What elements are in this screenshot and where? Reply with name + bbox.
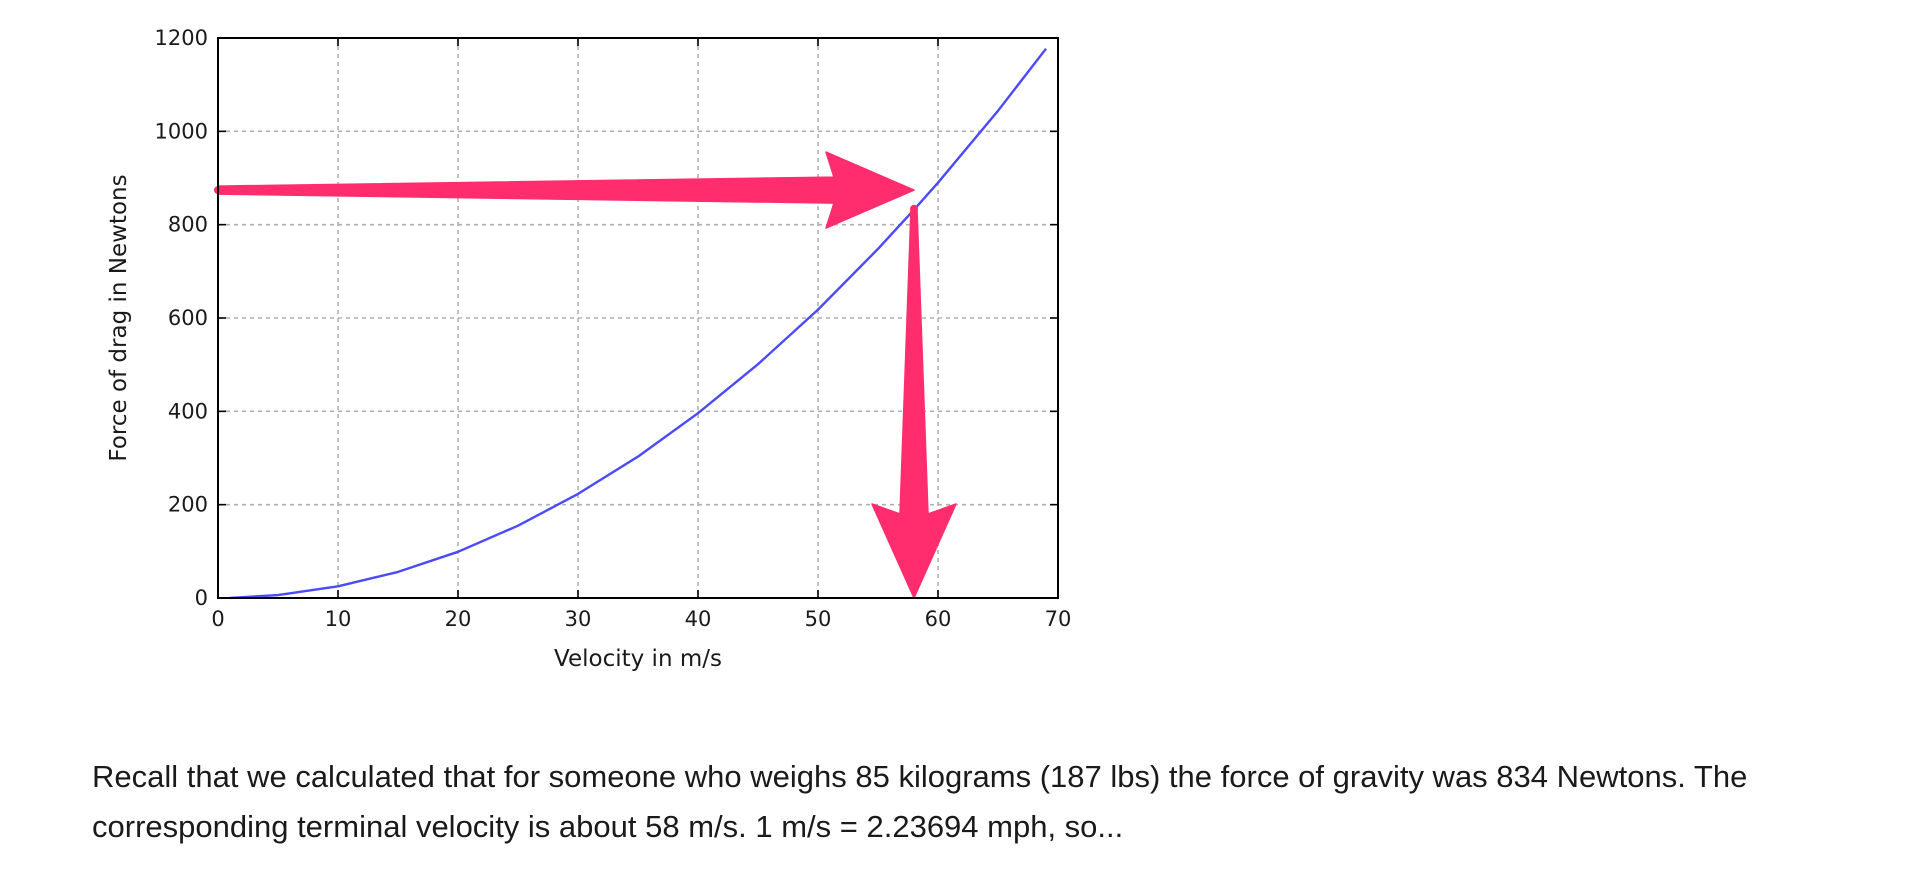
y-tick-label: 200	[168, 493, 208, 517]
x-tick-label: 50	[805, 607, 832, 631]
x-tick-label: 0	[211, 607, 224, 631]
annotation-arrow-0	[217, 151, 915, 229]
caption-paragraph: Recall that we calculated that for someo…	[92, 752, 1912, 852]
y-axis-title: Force of drag in Newtons	[106, 174, 132, 461]
y-tick-label: 1000	[155, 119, 208, 143]
chart-svg: 0 10 20 30 40 50 60 70 0 200 400 600 800 1000 1200 Vel…	[106, 26, 1072, 672]
annotation-arrow-tail-1	[910, 204, 918, 213]
x-tick-label: 10	[325, 607, 352, 631]
y-tick-label: 1200	[155, 26, 208, 50]
x-tick-label: 60	[925, 607, 952, 631]
annotation-layer	[214, 151, 957, 599]
y-tick-label: 600	[168, 306, 208, 330]
x-axis-title: Velocity in m/s	[554, 646, 722, 672]
caption-line-1: Recall that we calculated that for someo…	[92, 759, 1748, 794]
caption-line-2: corresponding terminal velocity is about…	[92, 809, 1124, 844]
y-tick-label: 400	[168, 399, 208, 423]
x-tick-label: 30	[565, 607, 592, 631]
tick-layer: 0 10 20 30 40 50 60 70 0 200 400 600 800 1000 1200	[155, 26, 1072, 631]
grid-layer	[218, 38, 1058, 598]
curve-layer	[229, 47, 1047, 600]
series-line-0	[229, 47, 1047, 600]
y-tick-label: 0	[195, 586, 208, 610]
x-tick-label: 40	[685, 607, 712, 631]
x-tick-label: 20	[445, 607, 472, 631]
drag-force-chart: 0 10 20 30 40 50 60 70 0 200 400 600 800 1000 1200 Vel…	[106, 26, 1072, 672]
x-tick-label: 70	[1045, 607, 1072, 631]
y-tick-label: 800	[168, 213, 208, 237]
annotation-arrow-1	[871, 208, 957, 599]
